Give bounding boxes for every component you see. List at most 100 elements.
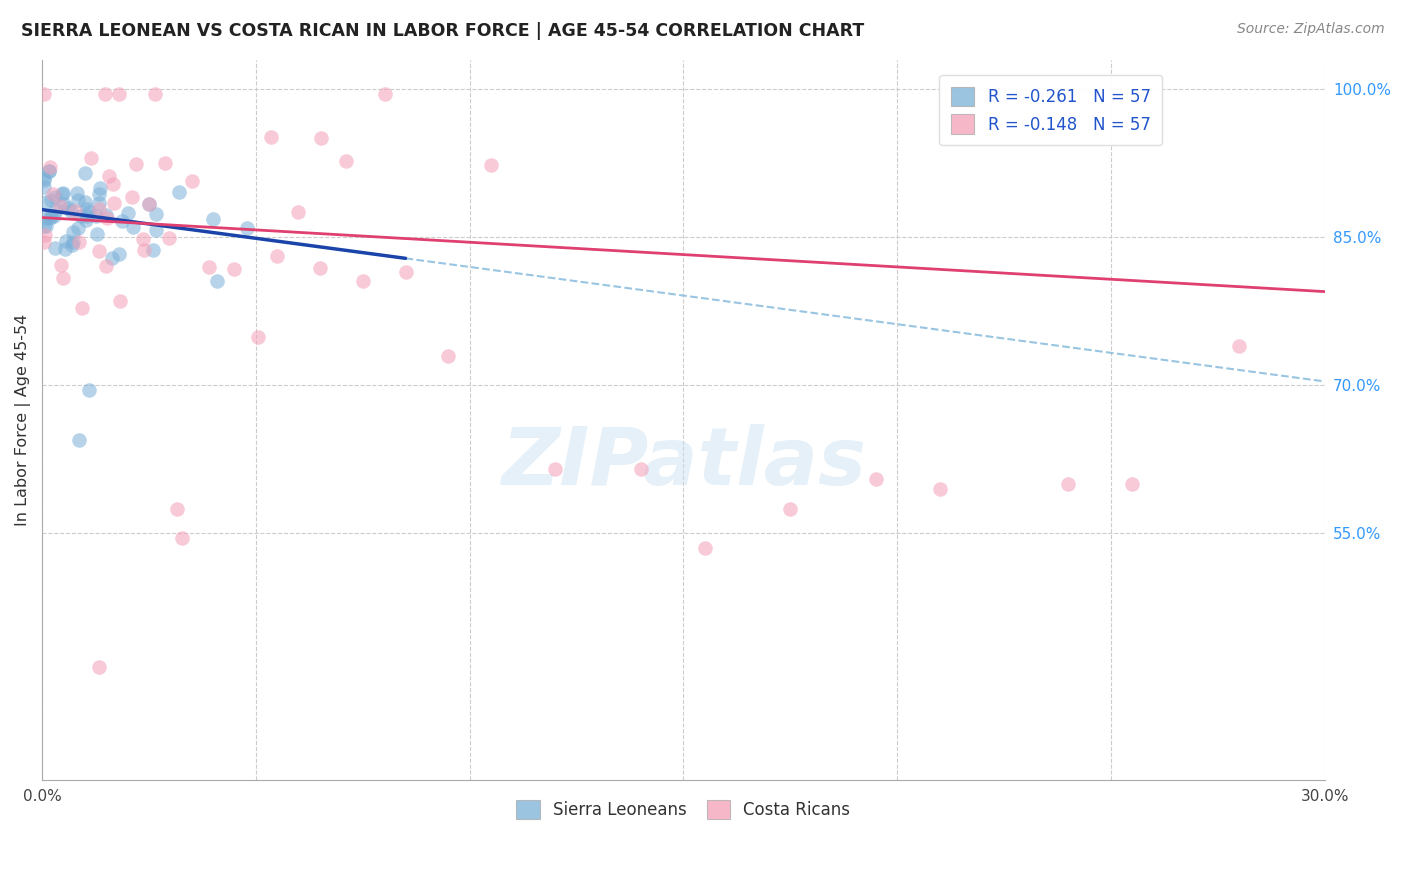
Point (96, 259, 118, 273)
Point (34, 219, 56, 234)
Point (32, 172, 55, 186)
Point (89, 659, 111, 673)
Point (544, 462, 567, 476)
Point (266, 249, 288, 263)
Point (32, 180, 55, 194)
Point (87, 187, 110, 202)
Point (89, 202, 111, 217)
Point (34, 227, 56, 242)
Point (52, 196, 75, 211)
Point (125, 157, 148, 171)
Point (75, 213, 97, 227)
Point (93, 87, 115, 102)
Point (63, 203, 86, 218)
Point (122, 219, 145, 234)
Point (309, 131, 332, 145)
Point (779, 501, 801, 516)
Point (67, 235, 90, 250)
Point (45, 203, 67, 218)
Point (117, 205, 139, 219)
Point (67, 193, 90, 207)
Point (34, 87, 56, 102)
Point (202, 211, 225, 226)
Point (62, 235, 84, 250)
Point (62, 225, 84, 239)
Point (197, 260, 219, 274)
Point (153, 156, 176, 170)
Point (38, 164, 60, 178)
Point (56, 201, 79, 215)
Point (1121, 477, 1143, 491)
Point (70, 301, 93, 315)
Point (75, 194, 97, 209)
Point (44, 241, 66, 255)
Point (59, 203, 82, 218)
Point (87, 244, 110, 258)
Point (142, 244, 165, 258)
Point (143, 87, 166, 102)
Point (394, 265, 416, 279)
Point (52, 186, 75, 200)
Point (138, 196, 160, 211)
Point (97, 169, 120, 183)
Point (35, 194, 58, 209)
Point (928, 482, 950, 496)
Text: ZIPatlas: ZIPatlas (501, 425, 866, 502)
Point (89, 181, 111, 195)
Point (38, 163, 60, 178)
Point (180, 174, 202, 188)
Point (865, 472, 887, 486)
Point (84, 209, 107, 223)
Point (157, 231, 180, 245)
Point (51, 187, 73, 202)
Point (76, 202, 98, 217)
Point (76, 209, 98, 223)
Point (35, 211, 58, 226)
Legend: Sierra Leoneans, Costa Ricans: Sierra Leoneans, Costa Ricans (510, 794, 858, 826)
Point (49, 199, 72, 213)
Point (145, 207, 167, 221)
Point (66, 186, 89, 200)
Point (121, 190, 143, 204)
Point (205, 274, 228, 288)
Point (103, 178, 125, 192)
Point (73, 166, 96, 180)
Point (247, 330, 270, 344)
Point (111, 214, 134, 228)
Point (479, 158, 502, 172)
Point (87, 195, 110, 210)
Point (1057, 477, 1080, 491)
Point (32, 171, 55, 186)
Point (79, 205, 101, 219)
Text: Source: ZipAtlas.com: Source: ZipAtlas.com (1237, 22, 1385, 37)
Y-axis label: In Labor Force | Age 45-54: In Labor Force | Age 45-54 (15, 314, 31, 526)
Point (374, 87, 396, 102)
Point (260, 130, 283, 145)
Point (693, 541, 716, 556)
Point (86, 227, 108, 241)
Point (42, 186, 65, 201)
Point (69, 210, 91, 224)
Point (39, 161, 62, 175)
Point (53, 242, 76, 256)
Point (77, 384, 100, 398)
Point (32, 235, 55, 250)
Point (236, 221, 259, 235)
Point (51, 258, 73, 272)
Point (287, 204, 309, 219)
Point (52, 271, 75, 285)
Point (55, 234, 77, 248)
Point (166, 501, 188, 516)
Point (67, 433, 90, 447)
Point (39, 210, 62, 224)
Point (170, 532, 193, 546)
Point (352, 274, 374, 288)
Point (44, 209, 66, 223)
Point (39, 193, 62, 207)
Point (79, 151, 101, 165)
Point (132, 231, 155, 245)
Point (103, 195, 125, 210)
Point (44, 190, 66, 204)
Point (96, 211, 118, 225)
Point (96, 208, 118, 222)
